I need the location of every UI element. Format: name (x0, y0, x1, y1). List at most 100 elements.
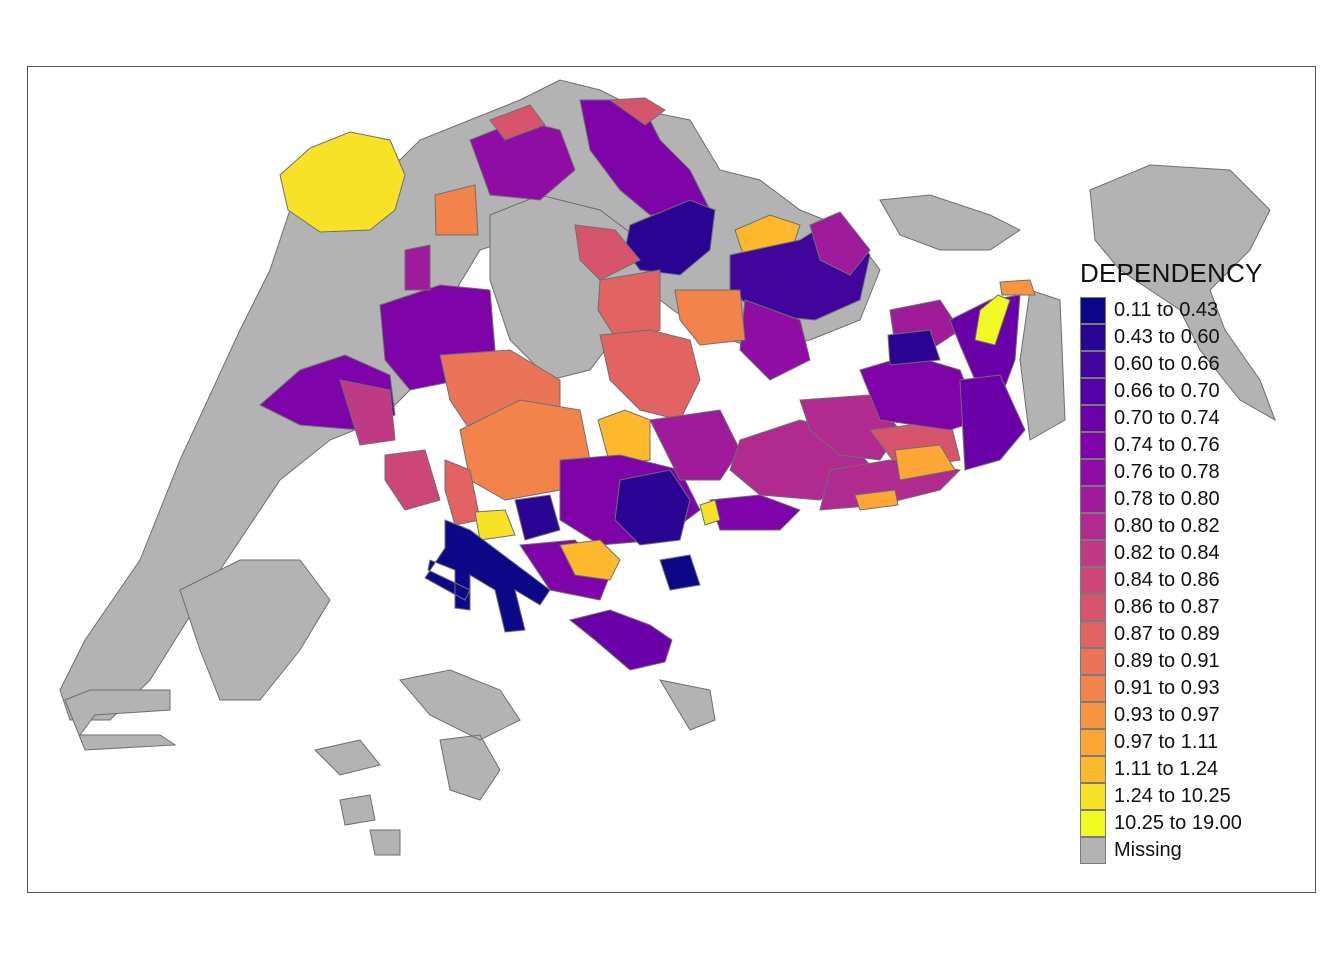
subzone-changi-village (974, 294, 1011, 346)
subzone-choa-chu-kang (404, 244, 431, 291)
legend-label: 0.86 to 0.87 (1114, 596, 1220, 618)
subzone-ang-mo-kio (599, 329, 701, 421)
legend-swatch (1080, 432, 1106, 459)
subzone-joo-chiat (854, 489, 899, 511)
legend-item: 0.82 to 0.84 (1080, 540, 1300, 567)
subzone-changi-point (999, 279, 1036, 296)
legend-swatch (1080, 486, 1106, 513)
region-pulau-tekong (1089, 164, 1276, 422)
map-frame (27, 66, 1316, 893)
subzone-sentosa (568, 609, 673, 671)
subzone-port-piers (424, 519, 551, 633)
legend-item: 0.60 to 0.66 (1080, 351, 1300, 378)
legend-label: 0.97 to 1.11 (1114, 731, 1219, 753)
legend-label: 0.91 to 0.93 (1114, 677, 1220, 699)
legend-label: 1.11 to 1.24 (1114, 758, 1219, 780)
legend-item: 0.74 to 0.76 (1080, 432, 1300, 459)
subzone-serangoon (674, 289, 746, 346)
subzone-pasir-ris-west (887, 329, 941, 366)
legend-item: 0.93 to 0.97 (1080, 702, 1300, 729)
legend-label: 0.43 to 0.60 (1114, 326, 1220, 348)
subzone-clementi-west (384, 449, 441, 511)
legend-swatch (1080, 594, 1106, 621)
region-changi-east (1019, 289, 1066, 441)
subzone-tanjong-pagar (699, 499, 721, 526)
subzone-woodlands-east (608, 97, 666, 126)
legend-item: 1.24 to 10.25 (1080, 783, 1300, 810)
region-sentosa-south-islands (314, 669, 716, 856)
legend-item: 0.66 to 0.70 (1080, 378, 1300, 405)
legend-item: 0.91 to 0.93 (1080, 675, 1300, 702)
subzone-queenstown (444, 459, 481, 526)
legend-label: 0.76 to 0.78 (1114, 461, 1220, 483)
subzone-west-coast (514, 494, 561, 541)
legend-swatch (1080, 513, 1106, 540)
legend-swatch (1080, 702, 1106, 729)
legend-label: 0.89 to 0.91 (1114, 650, 1220, 672)
legend-item: 0.70 to 0.74 (1080, 405, 1300, 432)
legend-item: 0.43 to 0.60 (1080, 324, 1300, 351)
legend: DEPENDENCY 0.11 to 0.43 0.43 to 0.60 0.60 … (1080, 258, 1300, 864)
legend-swatch (1080, 459, 1106, 486)
subzone-north-east-2 (809, 211, 871, 276)
legend-item: 0.78 to 0.80 (1080, 486, 1300, 513)
legend-item: Missing (1080, 837, 1300, 864)
legend-label: 1.24 to 10.25 (1114, 785, 1231, 807)
region-east-islands (879, 194, 1021, 251)
subzone-lim-chu-kang (279, 131, 406, 233)
legend-label: 0.66 to 0.70 (1114, 380, 1220, 402)
subzone-seletar (574, 224, 641, 281)
legend-item: 0.76 to 0.78 (1080, 459, 1300, 486)
subzone-sembawang-2 (489, 104, 546, 141)
legend-item: 0.11 to 0.43 (1080, 297, 1300, 324)
legend-label: 0.93 to 0.97 (1114, 704, 1220, 726)
legend-item: 0.97 to 1.11 (1080, 729, 1300, 756)
legend-item: 1.11 to 1.24 (1080, 756, 1300, 783)
legend-swatch (1080, 756, 1106, 783)
subzone-jurong-east (339, 379, 396, 446)
legend-label: 0.80 to 0.82 (1114, 515, 1220, 537)
subzone-pasir-panjang (474, 509, 516, 541)
legend-swatch (1080, 324, 1106, 351)
legend-label: 0.82 to 0.84 (1114, 542, 1220, 564)
legend-item: 10.25 to 19.00 (1080, 810, 1300, 837)
legend-item: 0.89 to 0.91 (1080, 648, 1300, 675)
region-tuas-piers (64, 689, 177, 751)
legend-item: 0.84 to 0.86 (1080, 567, 1300, 594)
legend-label: 0.78 to 0.80 (1114, 488, 1220, 510)
legend-swatch (1080, 297, 1106, 324)
legend-label: 0.11 to 0.43 (1114, 299, 1219, 321)
subzone-marina (659, 554, 701, 591)
subzone-city-core (614, 469, 691, 546)
legend-label: 10.25 to 19.00 (1114, 812, 1242, 834)
legend-swatch (1080, 621, 1106, 648)
legend-swatch (1080, 729, 1106, 756)
subzone-geylang (649, 409, 741, 481)
subzone-east-coast-park (894, 444, 956, 481)
legend-swatch (1080, 378, 1106, 405)
legend-label: 0.87 to 0.89 (1114, 623, 1220, 645)
subzone-changi-airport (959, 374, 1026, 471)
region-jurong-islands (179, 559, 331, 701)
legend-swatch (1080, 837, 1106, 864)
legend-title: DEPENDENCY (1080, 258, 1263, 288)
legend-swatch (1080, 810, 1106, 837)
legend-label: 0.74 to 0.76 (1114, 434, 1220, 456)
legend-item: 0.80 to 0.82 (1080, 513, 1300, 540)
legend-swatch (1080, 675, 1106, 702)
legend-rows: 0.11 to 0.43 0.43 to 0.60 0.60 to 0.66 0.66… (1080, 297, 1300, 864)
legend-swatch (1080, 648, 1106, 675)
legend-item: 0.86 to 0.87 (1080, 594, 1300, 621)
legend-swatch (1080, 567, 1106, 594)
legend-label: 0.60 to 0.66 (1114, 353, 1220, 375)
legend-swatch (1080, 540, 1106, 567)
legend-swatch (1080, 405, 1106, 432)
legend-swatch (1080, 783, 1106, 810)
subzone-hougang (739, 299, 811, 381)
subzone-north-1 (434, 184, 479, 236)
legend-item: 0.87 to 0.89 (1080, 621, 1300, 648)
legend-label: 0.84 to 0.86 (1114, 569, 1220, 591)
subzone-katong (709, 494, 801, 531)
subzone-outram (559, 539, 621, 581)
